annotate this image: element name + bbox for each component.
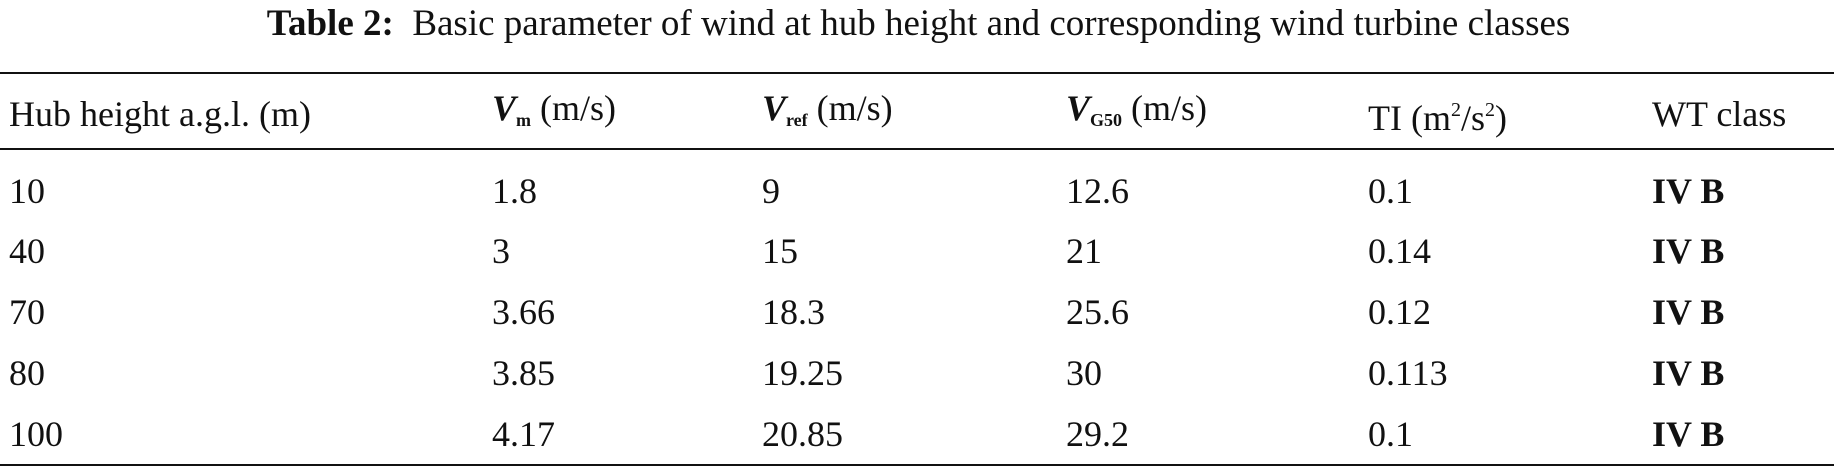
table-cell: 0.14 (1368, 231, 1431, 271)
table-cell: 4.17 (492, 414, 555, 454)
header-sub: G50 (1090, 110, 1123, 130)
table-cell: 30 (1066, 353, 1102, 393)
header-symbol: V (1066, 88, 1091, 128)
table-cell: 0.1 (1368, 171, 1413, 211)
header-symbol: V (492, 88, 517, 128)
top-rule (0, 72, 1834, 74)
header-text: WT class (1652, 94, 1787, 134)
table-cell: 15 (762, 231, 798, 271)
table-cell: 29.2 (1066, 414, 1129, 454)
header-sup: 2 (1484, 99, 1495, 121)
header-symbol: V (762, 88, 787, 128)
header-sub: m (516, 110, 532, 130)
header-text: TI (m (1368, 98, 1451, 138)
header-cell: VG50 (m/s) (1066, 88, 1207, 140)
table-cell: 9 (762, 171, 780, 211)
header-cell: Vref (m/s) (762, 88, 893, 140)
caption-text: Basic parameter of wind at hub height an… (412, 3, 1571, 44)
header-unit: (m/s) (1131, 88, 1208, 128)
table-cell: IV B (1652, 292, 1725, 332)
bottom-rule (0, 464, 1834, 466)
header-sup: 2 (1450, 99, 1461, 121)
header-sub: ref (786, 110, 808, 130)
header-unit: (m/s) (816, 88, 893, 128)
table-cell: 3.85 (492, 353, 555, 393)
table-cell: 80 (9, 353, 45, 393)
table-cell: 18.3 (762, 292, 825, 332)
table-cell: IV B (1652, 414, 1725, 454)
table-cell: 0.1 (1368, 414, 1413, 454)
table-cell: 19.25 (762, 353, 843, 393)
table-cell: IV B (1652, 231, 1725, 271)
table-cell: 3 (492, 231, 510, 271)
table-caption: Table 2: Basic parameter of wind at hub … (0, 4, 1837, 44)
header-cell: TI (m2/s2) (1368, 90, 1507, 138)
header-unit: (m/s) (540, 88, 617, 128)
header-text: /s (1460, 98, 1485, 138)
header-text: Hub height a.g.l. (m) (9, 94, 311, 134)
table-cell: 0.12 (1368, 292, 1431, 332)
table-cell: 100 (9, 414, 63, 454)
table-cell: 25.6 (1066, 292, 1129, 332)
table-cell: 21 (1066, 231, 1102, 271)
table-cell: 70 (9, 292, 45, 332)
header-cell: Vm (m/s) (492, 88, 616, 140)
caption-label: Table 2: (266, 3, 394, 44)
table-cell: 3.66 (492, 292, 555, 332)
table-cell: 1.8 (492, 171, 537, 211)
header-text: ) (1494, 98, 1507, 138)
table-cell: 0.113 (1368, 353, 1448, 393)
header-cell: Hub height a.g.l. (m) (9, 94, 311, 134)
table-cell: 10 (9, 171, 45, 211)
table-cell: IV B (1652, 171, 1725, 211)
table-cell: 40 (9, 231, 45, 271)
table-cell: 20.85 (762, 414, 843, 454)
header-cell: WT class (1652, 94, 1786, 134)
table-cell: 12.6 (1066, 171, 1129, 211)
header-rule (0, 148, 1834, 150)
table-cell: IV B (1652, 353, 1725, 393)
